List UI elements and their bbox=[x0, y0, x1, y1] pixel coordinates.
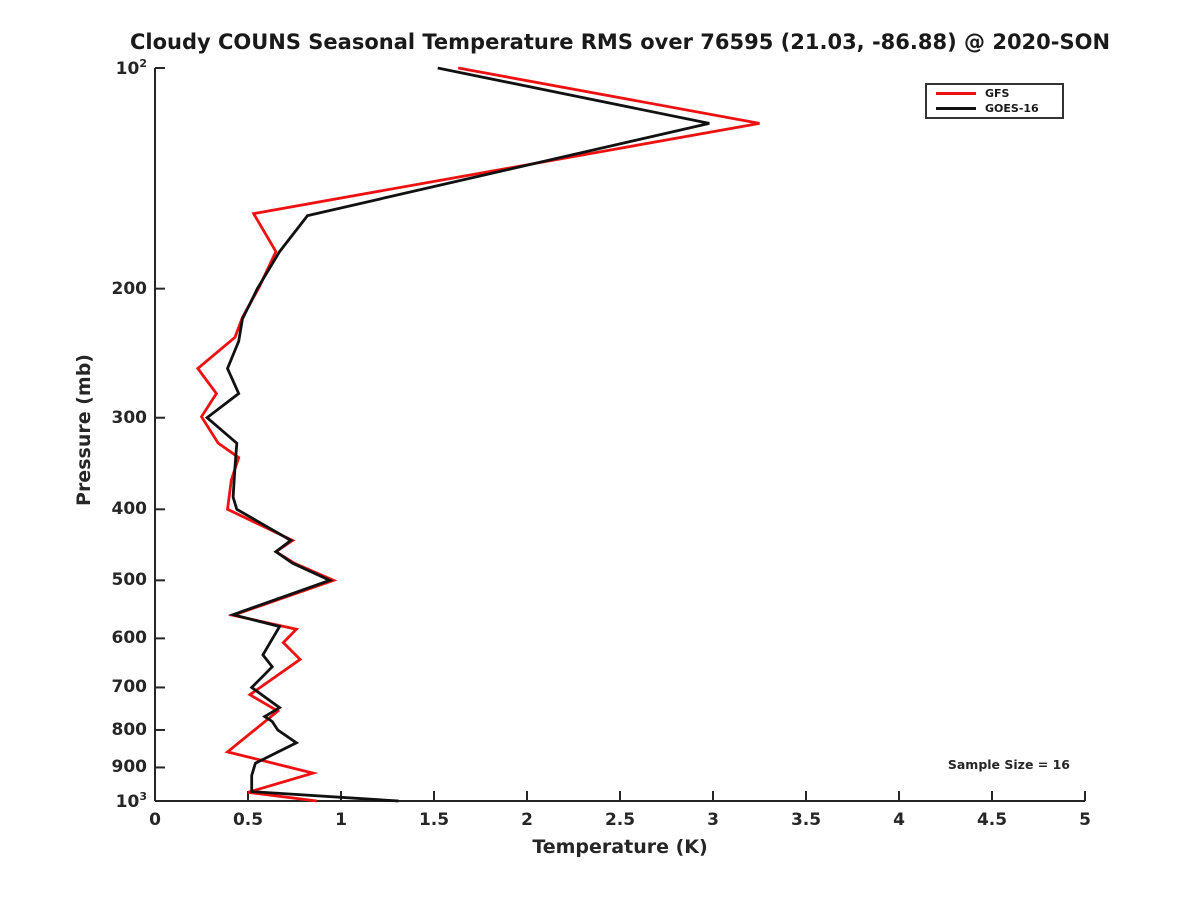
x-tick-label: 4 bbox=[893, 810, 905, 830]
sample-size-annotation: Sample Size = 16 bbox=[947, 757, 1070, 772]
y-tick-label: 400 bbox=[111, 499, 148, 520]
x-axis-label: Temperature (K) bbox=[532, 836, 708, 858]
goes16-line-sample bbox=[936, 107, 976, 111]
legend-entry-goes16: GOES-16 bbox=[927, 102, 1062, 116]
x-tick-label: 0.5 bbox=[232, 810, 264, 830]
x-tick-label: 1.5 bbox=[418, 810, 450, 830]
chart-title: Cloudy COUNS Seasonal Temperature RMS ov… bbox=[129, 30, 1111, 54]
y-tick-label: 900 bbox=[111, 757, 148, 778]
y-tick-label: 200 bbox=[111, 278, 148, 299]
x-tick-label: 1 bbox=[335, 810, 347, 830]
x-tick-label: 5 bbox=[1079, 810, 1091, 830]
x-tick-label: 4.5 bbox=[976, 810, 1008, 830]
legend-entry-gfs: GFS bbox=[927, 86, 1062, 100]
x-tick-label: 3 bbox=[707, 810, 719, 830]
y-tick-label: 600 bbox=[111, 628, 148, 649]
y-tick-label: 700 bbox=[111, 677, 148, 698]
y-tick-label: 800 bbox=[111, 719, 148, 740]
y-tick-label: 102 bbox=[115, 57, 147, 79]
x-tick-label: 2.5 bbox=[604, 810, 636, 830]
y-tick-label: 500 bbox=[111, 570, 148, 591]
series-line-goes-16 bbox=[204, 66, 710, 803]
y-axis-label: Pressure (mb) bbox=[73, 354, 95, 506]
gfs-legend-label: GFS bbox=[985, 86, 1010, 100]
gfs-line-sample bbox=[936, 91, 976, 95]
y-tick-label: 103 bbox=[115, 790, 147, 812]
goes16-legend-label: GOES-16 bbox=[985, 102, 1039, 116]
x-tick-label: 3.5 bbox=[790, 810, 822, 830]
series-line-gfs bbox=[195, 66, 760, 803]
legend-box: GFS GOES-16 bbox=[925, 83, 1064, 119]
x-tick-label: 0 bbox=[149, 810, 161, 830]
x-tick-label: 2 bbox=[521, 810, 533, 830]
y-tick-label: 300 bbox=[111, 407, 148, 428]
